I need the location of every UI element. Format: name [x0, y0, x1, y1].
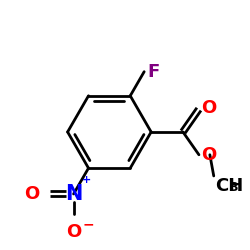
Text: O: O: [24, 185, 40, 203]
Text: CH: CH: [215, 177, 243, 195]
Text: F: F: [147, 63, 160, 81]
Text: 3: 3: [230, 181, 238, 194]
Text: O: O: [201, 146, 216, 164]
Text: −: −: [82, 218, 94, 232]
Text: O: O: [201, 99, 216, 117]
Text: N: N: [65, 184, 82, 204]
Text: O: O: [66, 223, 81, 241]
Text: +: +: [82, 175, 91, 185]
